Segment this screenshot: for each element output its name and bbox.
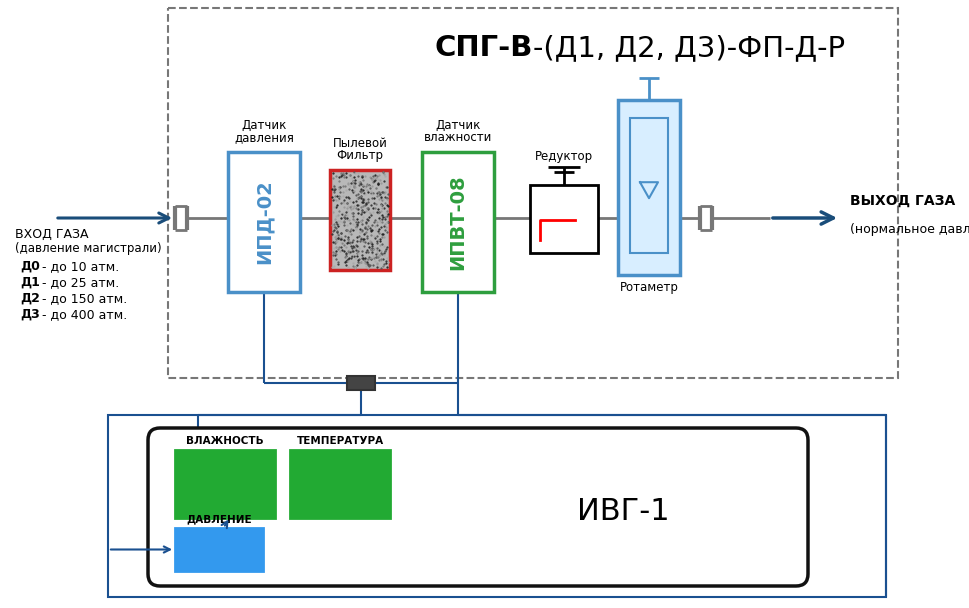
Text: (давление магистрали): (давление магистрали): [15, 242, 162, 255]
Bar: [174, 450, 275, 518]
Text: СПГ-В: СПГ-В: [434, 34, 532, 62]
Text: влажности: влажности: [423, 131, 491, 144]
Text: ТЕМПЕРАТУРА: ТЕМПЕРАТУРА: [297, 436, 383, 446]
Bar: [108, 415, 885, 597]
Bar: [290, 450, 390, 518]
Bar: [347, 376, 375, 390]
Bar: [617, 100, 679, 275]
Text: Д0: Д0: [20, 260, 40, 273]
Text: давления: давления: [234, 131, 294, 144]
Text: - до 25 атм.: - до 25 атм.: [38, 276, 119, 289]
Text: ИПВТ-08: ИПВТ-08: [448, 174, 467, 270]
Text: Датчик: Датчик: [241, 119, 287, 132]
Bar: [529, 185, 597, 253]
Text: Фильтр: Фильтр: [336, 149, 383, 162]
Text: Редуктор: Редуктор: [534, 150, 592, 163]
Text: - до 400 атм.: - до 400 атм.: [38, 308, 127, 321]
Text: ВЫХОД ГАЗА: ВЫХОД ГАЗА: [849, 194, 954, 208]
FancyBboxPatch shape: [148, 428, 807, 586]
Text: ВХОД ГАЗА: ВХОД ГАЗА: [15, 228, 88, 241]
Text: Пылевой: Пылевой: [332, 137, 387, 150]
Bar: [168, 8, 897, 378]
Text: Ротаметр: Ротаметр: [619, 281, 677, 294]
Text: - до 150 атм.: - до 150 атм.: [38, 292, 127, 305]
Text: Датчик: Датчик: [435, 119, 481, 132]
Bar: [228, 152, 299, 292]
Text: ИВГ-1: ИВГ-1: [577, 497, 669, 527]
Text: -(Д1, Д2, Д3)-ФП-Д-Р: -(Д1, Д2, Д3)-ФП-Д-Р: [532, 34, 844, 62]
Text: Д2: Д2: [20, 292, 40, 305]
Text: (нормальное давление ): (нормальное давление ): [849, 223, 969, 236]
Bar: [629, 118, 668, 253]
Text: Д3: Д3: [20, 308, 40, 321]
Bar: [329, 170, 390, 270]
Text: ВЛАЖНОСТЬ: ВЛАЖНОСТЬ: [186, 436, 264, 446]
Bar: [174, 528, 263, 571]
Text: ИПД-02: ИПД-02: [254, 179, 273, 264]
Text: Д1: Д1: [20, 276, 40, 289]
Text: - до 10 атм.: - до 10 атм.: [38, 260, 119, 273]
Bar: [422, 152, 493, 292]
Text: ДАВЛЕНИЕ: ДАВЛЕНИЕ: [186, 514, 252, 524]
